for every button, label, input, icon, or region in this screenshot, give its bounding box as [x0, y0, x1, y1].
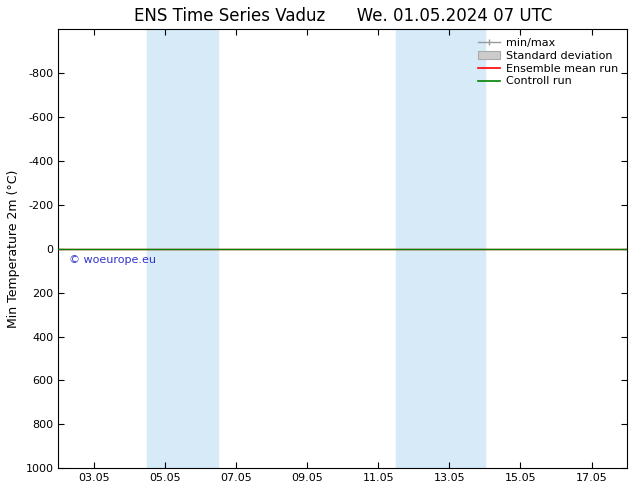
- Bar: [200, 29, 218, 468]
- Bar: [396, 29, 432, 468]
- Title: ENS Time Series Vaduz      We. 01.05.2024 07 UTC: ENS Time Series Vaduz We. 01.05.2024 07 …: [134, 7, 552, 25]
- Bar: [432, 29, 485, 468]
- Y-axis label: Min Temperature 2m (°C): Min Temperature 2m (°C): [7, 170, 20, 328]
- Bar: [147, 29, 200, 468]
- Text: © woeurope.eu: © woeurope.eu: [69, 255, 156, 265]
- Legend: min/max, Standard deviation, Ensemble mean run, Controll run: min/max, Standard deviation, Ensemble me…: [475, 35, 621, 90]
